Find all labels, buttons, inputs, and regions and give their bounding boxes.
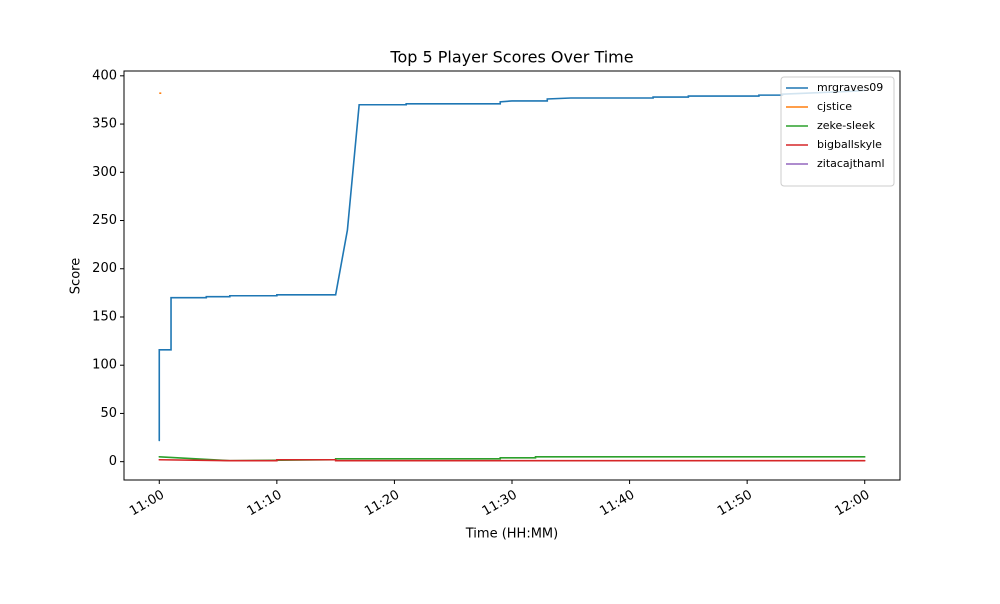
y-tick-label: 50 bbox=[100, 406, 117, 421]
y-tick-label: 100 bbox=[92, 358, 117, 373]
y-tick-label: 250 bbox=[92, 213, 117, 228]
y-tick-label: 400 bbox=[92, 68, 117, 83]
x-axis-label: Time (HH:MM) bbox=[465, 527, 558, 542]
legend-label: cjstice bbox=[817, 100, 852, 113]
y-tick-label: 350 bbox=[92, 117, 117, 132]
y-tick-label: 300 bbox=[92, 165, 117, 180]
data-line bbox=[158, 458, 866, 462]
legend-box bbox=[780, 76, 895, 187]
y-axis-label: Score bbox=[69, 258, 84, 294]
legend-label: zeke-sleek bbox=[817, 119, 876, 132]
y-tick-label: 200 bbox=[92, 261, 117, 276]
plot-frame bbox=[123, 70, 901, 481]
data-line bbox=[158, 89, 866, 442]
legend-label: bigballskyle bbox=[817, 138, 882, 151]
legend-label: mrgraves09 bbox=[817, 81, 883, 94]
legend: mrgraves09 cjstice zeke-sleek bigballskyle z… bbox=[780, 76, 895, 187]
y-tick-label: 150 bbox=[92, 309, 117, 324]
legend-label: zitacajthaml bbox=[817, 157, 885, 170]
y-tick-label: 0 bbox=[109, 454, 117, 469]
chart-title: Top 5 Player Scores Over Time bbox=[389, 48, 633, 67]
